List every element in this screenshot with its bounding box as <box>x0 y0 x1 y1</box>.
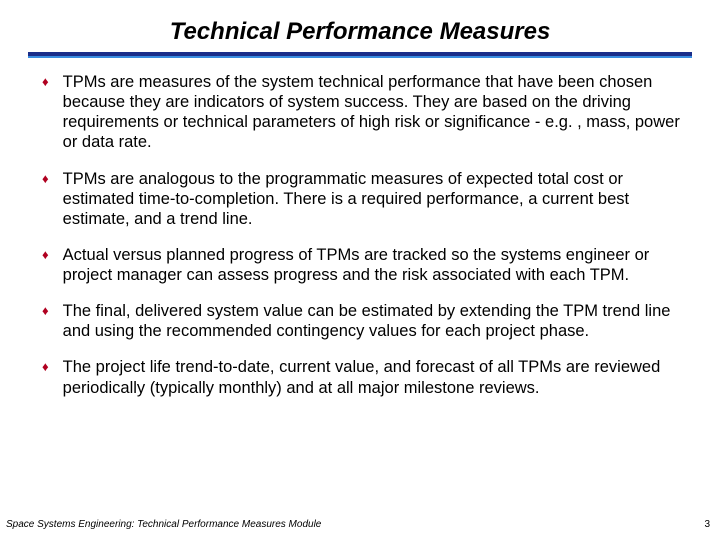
slide: Technical Performance Measures ♦ TPMs ar… <box>0 0 720 540</box>
bullet-text: The final, delivered system value can be… <box>63 301 686 341</box>
list-item: ♦ TPMs are measures of the system techni… <box>42 72 686 153</box>
list-item: ♦ The final, delivered system value can … <box>42 301 686 341</box>
diamond-icon: ♦ <box>42 171 49 187</box>
list-item: ♦ The project life trend-to-date, curren… <box>42 357 686 397</box>
bullet-list: ♦ TPMs are measures of the system techni… <box>28 72 692 398</box>
page-number: 3 <box>704 519 710 530</box>
list-item: ♦ Actual versus planned progress of TPMs… <box>42 245 686 285</box>
bullet-text: TPMs are measures of the system technica… <box>63 72 686 153</box>
diamond-icon: ♦ <box>42 247 49 263</box>
slide-title: Technical Performance Measures <box>28 18 692 46</box>
divider-bottom <box>28 56 692 58</box>
diamond-icon: ♦ <box>42 74 49 90</box>
bullet-text: The project life trend-to-date, current … <box>63 357 686 397</box>
title-divider <box>28 52 692 58</box>
slide-footer: Space Systems Engineering: Technical Per… <box>6 519 710 530</box>
diamond-icon: ♦ <box>42 303 49 319</box>
bullet-text: TPMs are analogous to the programmatic m… <box>63 169 686 229</box>
footer-module-label: Space Systems Engineering: Technical Per… <box>6 519 321 530</box>
bullet-text: Actual versus planned progress of TPMs a… <box>63 245 686 285</box>
list-item: ♦ TPMs are analogous to the programmatic… <box>42 169 686 229</box>
diamond-icon: ♦ <box>42 359 49 375</box>
